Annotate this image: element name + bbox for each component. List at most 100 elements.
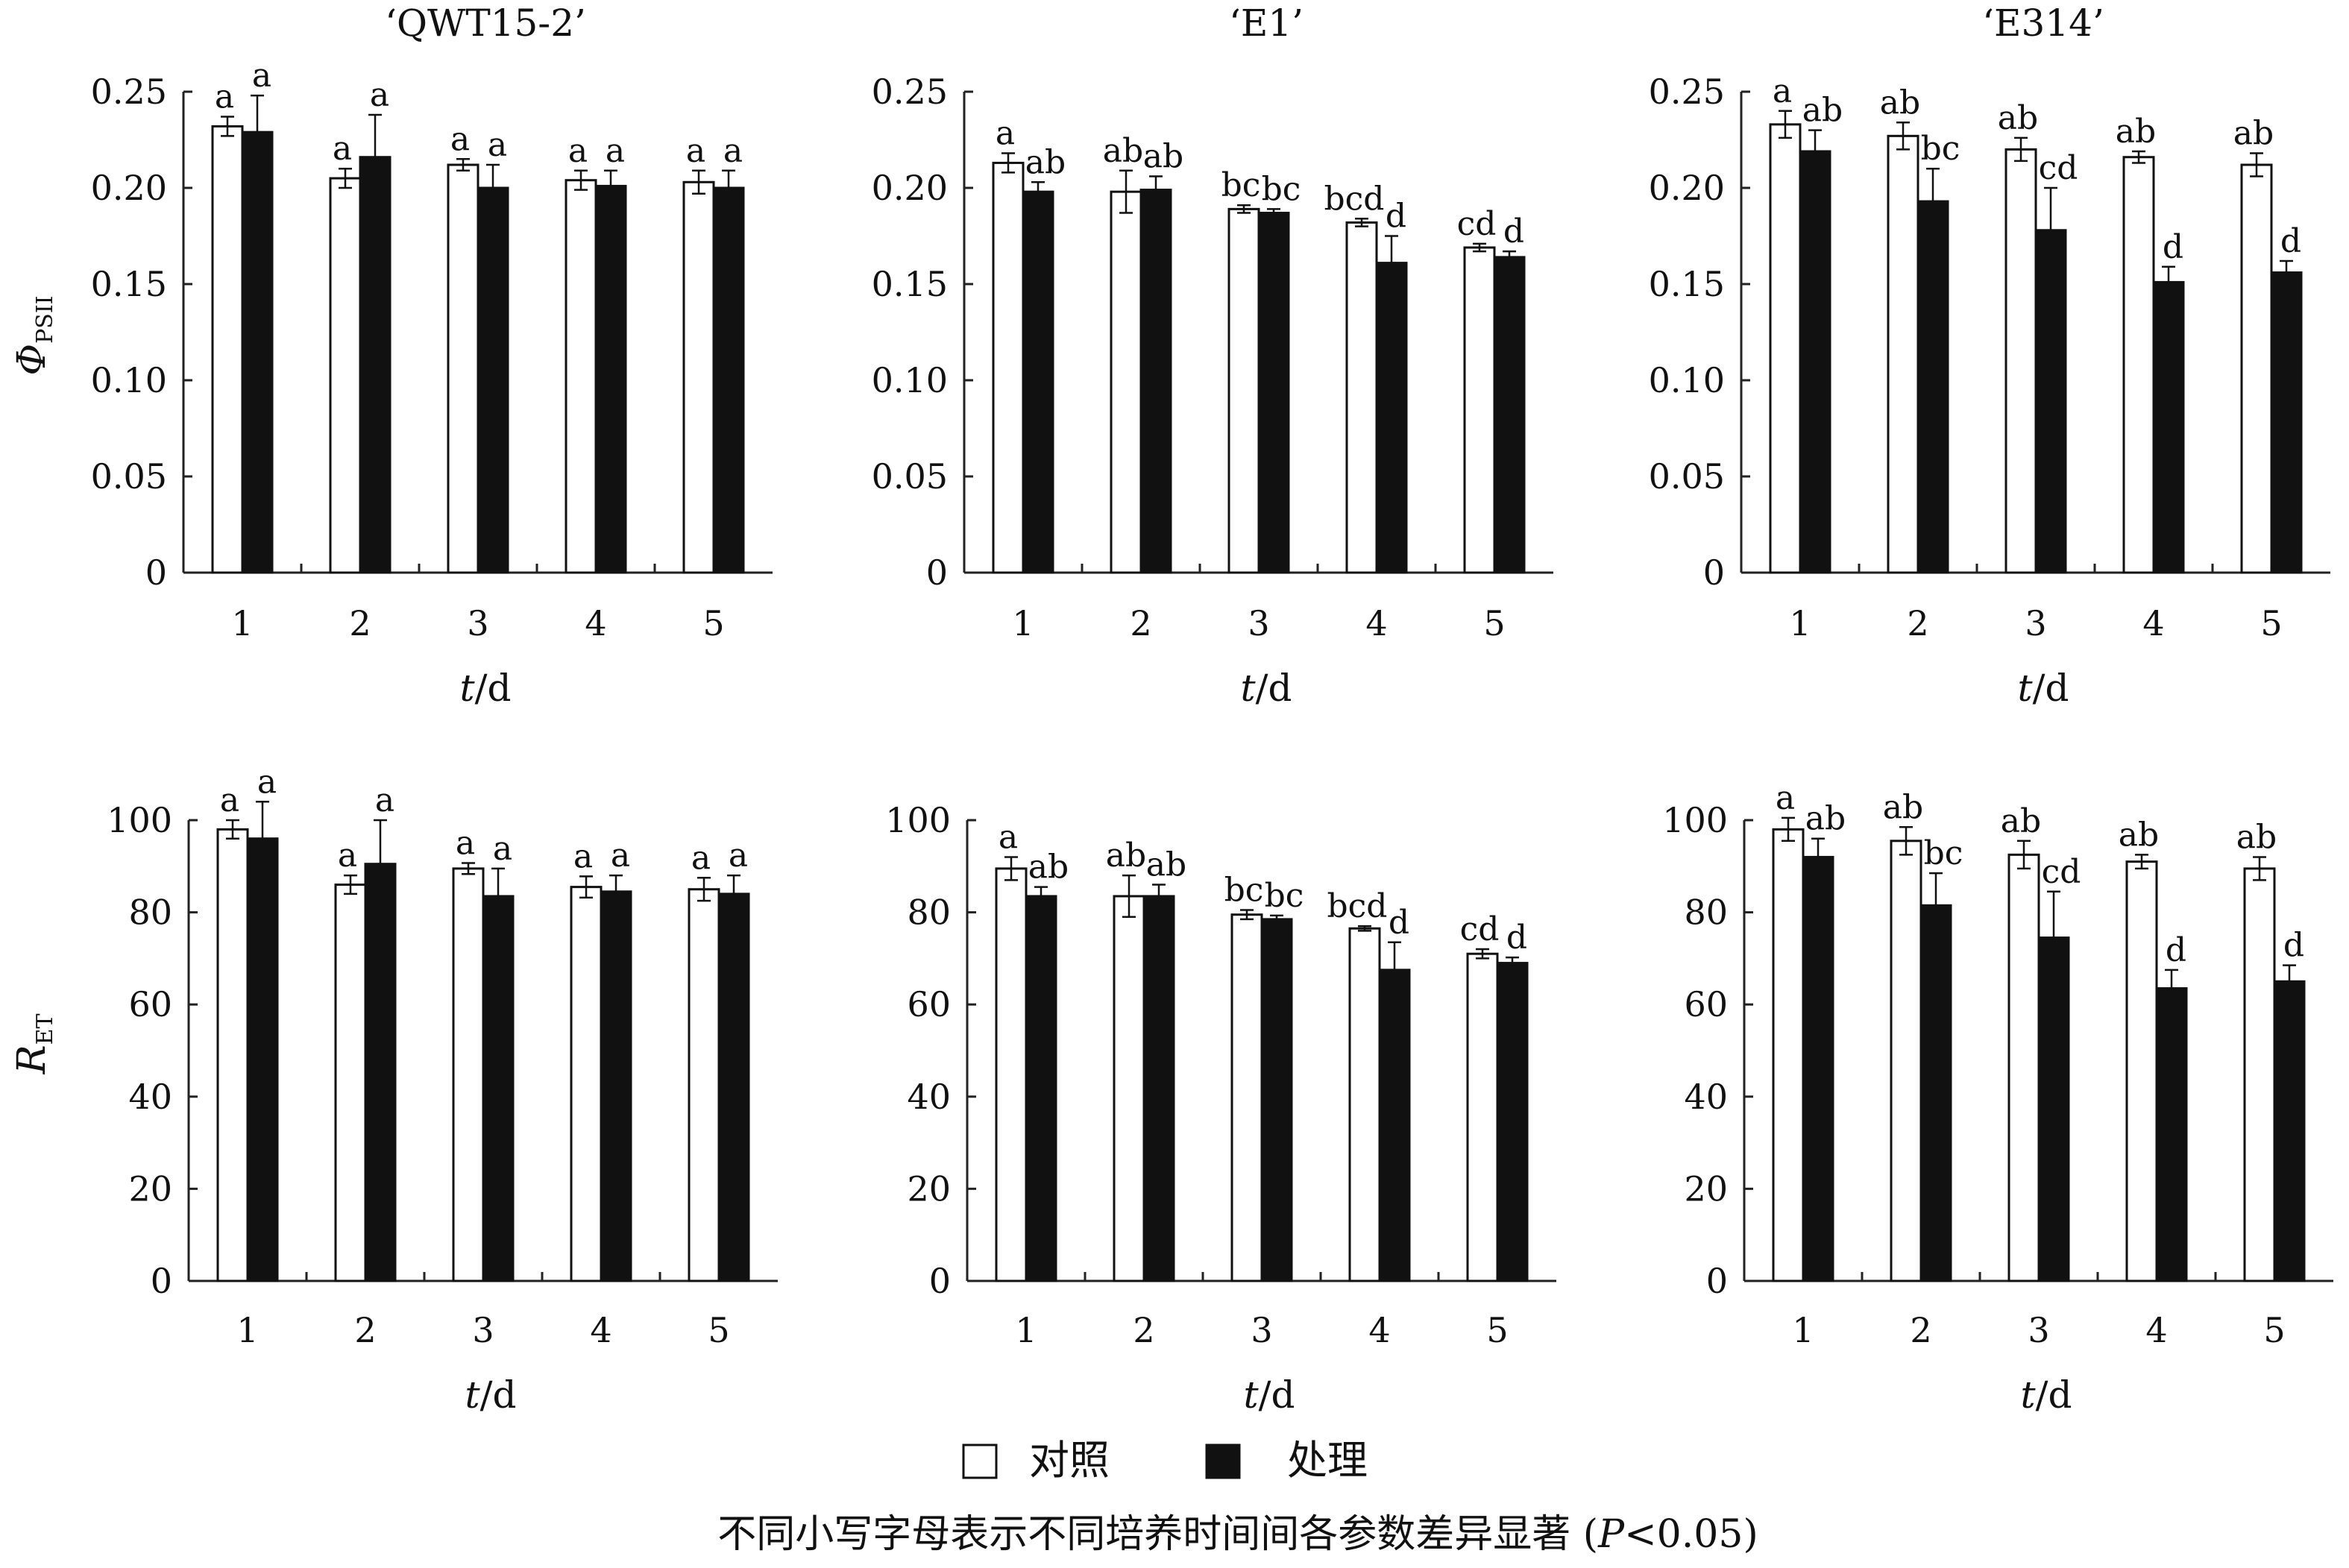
y-tick-label: 40	[1684, 1077, 1728, 1117]
bar-treatment	[594, 184, 627, 574]
x-tick-label: 4	[1365, 603, 1387, 643]
y-tick-label: 40	[907, 1077, 951, 1117]
x-tick-label: 2	[354, 1310, 376, 1350]
x-tick-label: 4	[1368, 1310, 1390, 1350]
x-tick-label: 3	[2028, 1310, 2049, 1350]
significance-letter: cd	[1457, 205, 1497, 243]
bar-control	[329, 177, 362, 574]
bar-control	[565, 179, 597, 574]
x-axis-label: t/d	[465, 1373, 517, 1417]
significance-letter: d	[1506, 919, 1527, 957]
significance-letter: bc	[1262, 170, 1301, 208]
x-tick-label: 3	[1251, 1310, 1272, 1350]
x-tick-label: 2	[1130, 603, 1151, 643]
significance-letter: a	[257, 763, 277, 801]
bar-treatment	[1025, 895, 1057, 1282]
significance-letter: cd	[2039, 149, 2078, 187]
bar-treatment	[1375, 262, 1408, 574]
y-tick-label: 60	[1684, 984, 1728, 1024]
y-tick-label: 0	[1703, 552, 1725, 593]
significance-letter: ab	[2119, 816, 2159, 854]
significance-letter: a	[729, 837, 748, 875]
x-tick-label: 2	[1133, 1310, 1154, 1350]
bar-treatment	[1378, 969, 1411, 1282]
bar-treatment	[2152, 280, 2185, 574]
y-tick-label: 0.15	[1649, 264, 1725, 304]
x-tick-label: 5	[2260, 603, 2282, 643]
significance-letter: a	[456, 824, 475, 862]
y-axis-label: ΦPSII	[10, 295, 58, 375]
panel-title: ‘QWT15-2’	[385, 1, 586, 45]
x-tick-label: 1	[1012, 603, 1034, 643]
x-tick-label: 2	[1910, 1310, 1931, 1350]
significance-letter: d	[1503, 212, 1524, 251]
bar-control	[447, 163, 479, 574]
significance-letter: a	[606, 132, 625, 170]
x-tick-label: 1	[1789, 603, 1811, 643]
y-tick-label: 20	[128, 1168, 172, 1209]
significance-letter: bc	[1221, 166, 1261, 204]
bar-control	[334, 884, 367, 1282]
significance-letter: bc	[1924, 834, 1963, 872]
significance-letter: cd	[1460, 910, 1500, 948]
x-axis-var: t	[2021, 1373, 2037, 1417]
y-tick-label: 100	[1662, 800, 1728, 840]
significance-letter: ab	[2001, 802, 2041, 840]
caption-threshold: <0.05)	[1624, 1512, 1758, 1557]
x-axis-label: t/d	[1241, 667, 1292, 710]
bar-treatment	[1257, 212, 1290, 574]
x-tick-label: 4	[585, 603, 606, 643]
x-tick-label: 3	[467, 603, 488, 643]
y-tick-label: 0.05	[872, 456, 948, 497]
figure-caption: 不同小写字母表示不同培养时间间各参数差异显著 (P<0.05)	[717, 1512, 1758, 1557]
x-tick-label: 4	[590, 1310, 611, 1350]
bar-treatment	[2273, 980, 2306, 1282]
bar-treatment	[246, 837, 279, 1282]
y-tick-label: 100	[885, 800, 951, 840]
y-axis-label-main: Φ	[10, 344, 54, 376]
y-axis-label-main: R	[10, 1045, 54, 1074]
y-tick-label: 0.05	[91, 456, 167, 497]
significance-letter: cd	[2042, 853, 2081, 891]
bar-treatment	[241, 130, 274, 574]
significance-letter: a	[450, 120, 470, 158]
bar-treatment	[600, 890, 632, 1282]
legend-swatch-control	[962, 1443, 998, 1479]
bar-control	[2122, 156, 2155, 574]
significance-letter: a	[375, 781, 394, 819]
significance-letter: d	[1386, 198, 1406, 236]
significance-letter: ab	[2236, 818, 2277, 856]
bar-treatment	[1139, 189, 1172, 574]
y-tick-label: 20	[907, 1168, 951, 1209]
y-tick-label: 0.20	[872, 168, 948, 208]
bar-control	[1887, 134, 1919, 574]
bar-treatment	[2037, 936, 2070, 1282]
significance-letter: a	[215, 78, 234, 116]
y-tick-label: 0	[929, 1261, 951, 1301]
significance-letter: a	[493, 830, 512, 868]
bar-control	[452, 867, 485, 1282]
x-tick-label: 5	[708, 1310, 729, 1350]
significance-letter: a	[252, 57, 271, 95]
x-tick-label: 5	[2263, 1310, 2285, 1350]
significance-letter: a	[573, 837, 593, 875]
bar-treatment	[1142, 895, 1175, 1282]
y-tick-label: 0.10	[91, 360, 167, 400]
x-tick-label: 3	[1248, 603, 1269, 643]
significance-letter: ab	[2233, 115, 2274, 153]
x-tick-label: 1	[1792, 1310, 1814, 1350]
y-tick-label: 0	[151, 1261, 172, 1301]
bar-control	[1772, 828, 1805, 1282]
legend-label-treatment: 处理	[1287, 1437, 1368, 1484]
significance-letter: ab	[1998, 99, 2038, 137]
significance-letter: a	[568, 132, 588, 170]
legend-swatch-treatment	[1205, 1443, 1241, 1479]
significance-letter: ab	[1106, 837, 1146, 875]
bar-control	[1345, 221, 1378, 574]
bar-control	[1113, 895, 1145, 1282]
x-tick-label: 4	[2145, 1310, 2167, 1350]
bar-control	[1110, 190, 1142, 574]
bar-treatment	[2270, 271, 2303, 574]
